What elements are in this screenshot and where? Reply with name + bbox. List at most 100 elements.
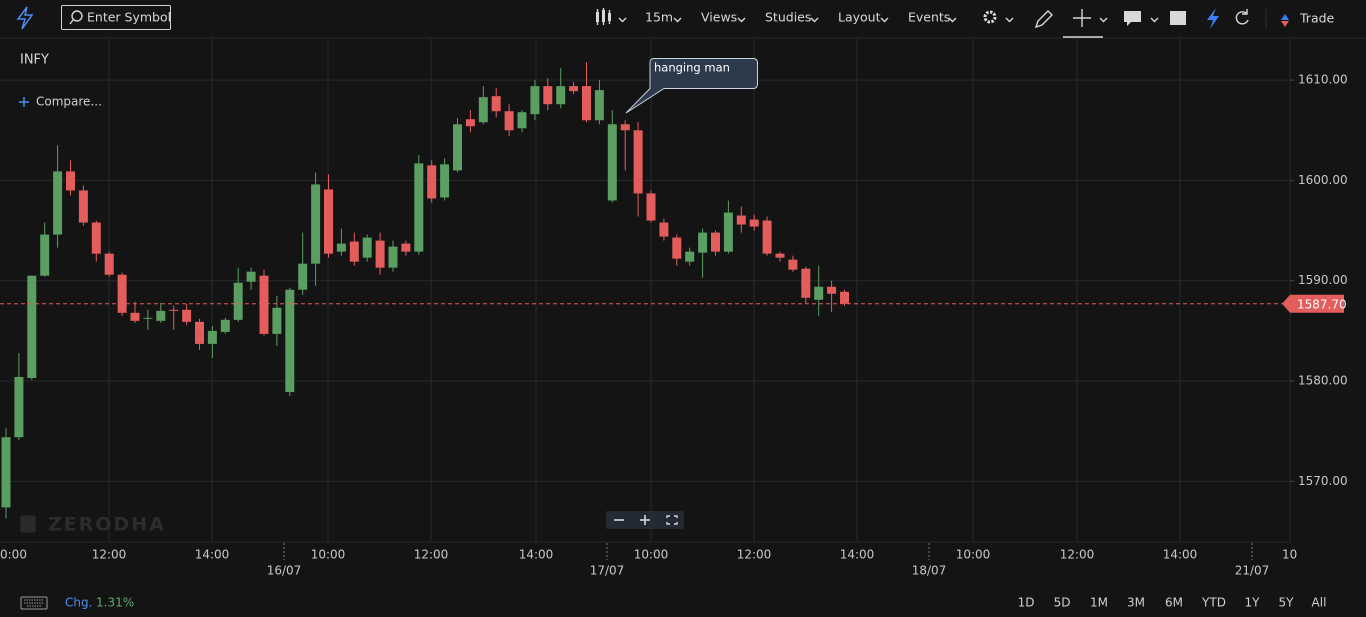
candle-body <box>298 263 308 290</box>
caret <box>673 17 682 23</box>
annotation[interactable]: hanging man <box>625 58 758 114</box>
y-tick-label: 1590.00 <box>1298 273 1348 287</box>
caret <box>810 17 819 23</box>
candle-body <box>582 86 591 121</box>
candle-body <box>27 275 37 379</box>
candle-body <box>723 212 733 252</box>
candle-body <box>40 234 50 276</box>
candle-body <box>66 171 75 191</box>
y-tick-label: 1610.00 <box>1298 73 1348 87</box>
settings-icon[interactable] <box>983 10 1014 24</box>
watermark: ZERODHA <box>48 514 166 536</box>
candle-body <box>762 220 772 254</box>
draw-icon[interactable] <box>1034 10 1053 29</box>
candle-body <box>672 237 682 259</box>
caret <box>880 17 889 23</box>
candle-body <box>1 437 11 508</box>
range-button[interactable]: All <box>1312 596 1327 610</box>
candle-body <box>620 124 630 131</box>
candle-body <box>543 86 553 105</box>
candle-body <box>182 309 192 322</box>
candle-body <box>259 275 269 334</box>
events-menu[interactable]: Events <box>908 10 950 25</box>
candle-body <box>349 241 359 262</box>
candle-body <box>207 330 217 344</box>
keyboard-keys <box>24 599 44 607</box>
range-button[interactable]: 5D <box>1054 596 1071 610</box>
logo-icon[interactable] <box>16 6 34 30</box>
candle-body <box>169 309 179 311</box>
candle-body <box>646 193 656 221</box>
range-button[interactable]: 1D <box>1018 596 1035 610</box>
candle-body <box>414 163 424 252</box>
annotation-text: hanging man <box>654 61 730 75</box>
last-price-label: 1587.70 <box>1297 297 1347 311</box>
range-button[interactable]: 3M <box>1127 596 1145 610</box>
range-button[interactable]: 6M <box>1165 596 1183 610</box>
views-menu[interactable]: Views <box>701 10 737 25</box>
x-date-label: 16/07 <box>267 564 302 578</box>
candle-body <box>130 312 140 321</box>
candle-body <box>775 253 785 258</box>
range-button[interactable]: 5Y <box>1279 596 1295 610</box>
interval-menu[interactable]: 15m <box>645 10 673 25</box>
news-icon[interactable] <box>1170 11 1186 25</box>
candle-body <box>195 321 204 344</box>
candle-body <box>53 171 63 235</box>
candle-body <box>569 86 579 92</box>
layout-menu[interactable]: Layout <box>838 10 881 25</box>
range-button[interactable]: 1Y <box>1245 596 1261 610</box>
candle-body <box>465 119 475 127</box>
range-button[interactable]: YTD <box>1201 596 1226 610</box>
caret <box>737 17 746 23</box>
search-box[interactable] <box>61 5 171 30</box>
candle-body <box>840 291 849 304</box>
caret <box>948 17 957 23</box>
candle-body <box>504 111 514 131</box>
candle-body <box>594 90 604 121</box>
toolbar: Enter Symbol 15m Views Studies Layout Ev… <box>0 5 1366 39</box>
candle-body <box>78 190 88 223</box>
candle-body <box>633 130 643 194</box>
fullscreen[interactable] <box>666 515 678 525</box>
candle-body <box>272 307 282 334</box>
candle-body <box>736 215 746 225</box>
candle-body <box>246 271 256 282</box>
candle-body <box>388 246 398 268</box>
symbol-title: INFY <box>20 53 49 68</box>
candle-body <box>453 124 462 171</box>
x-time-label: 14:00 <box>1163 548 1198 562</box>
crosshair-icon[interactable] <box>1063 9 1108 38</box>
range-button[interactable]: 1M <box>1090 596 1108 610</box>
search-icon-handle <box>69 19 74 25</box>
trade-button[interactable]: Trade <box>1299 11 1335 26</box>
x-date-label: 18/07 <box>912 564 947 578</box>
refresh-icon[interactable] <box>1235 9 1249 25</box>
candle-body <box>530 86 540 115</box>
x-time-label: 14:00 <box>519 548 554 562</box>
candle-body <box>827 286 837 294</box>
comment-icon[interactable] <box>1124 11 1159 26</box>
chart-type-icon[interactable] <box>596 8 627 25</box>
candle-body <box>749 219 759 227</box>
candle-body <box>659 222 669 237</box>
candle-body <box>285 289 295 393</box>
keyboard-icon[interactable] <box>20 596 48 610</box>
flash-icon[interactable] <box>1207 8 1219 29</box>
y-tick-label: 1580.00 <box>1298 374 1348 388</box>
x-time-label: 12:00 <box>92 548 127 562</box>
candle-body <box>91 222 101 254</box>
studies-menu[interactable]: Studies <box>765 10 811 25</box>
candle-body <box>788 259 798 270</box>
x-time-label: 12:00 <box>414 548 449 562</box>
change-label: Chg. <box>65 596 92 610</box>
search-placeholder[interactable]: Enter Symbol <box>87 10 171 25</box>
candle-body <box>375 240 385 268</box>
search-icon <box>71 10 83 22</box>
candle-body <box>336 243 346 252</box>
range-buttons: 1D 5D 1M 3M 6M YTD 1Y 5Y All <box>1018 596 1327 610</box>
candle-body <box>440 164 450 198</box>
compare-button[interactable]: Compare... <box>36 95 102 109</box>
x-time-label: 10:00 <box>956 548 991 562</box>
